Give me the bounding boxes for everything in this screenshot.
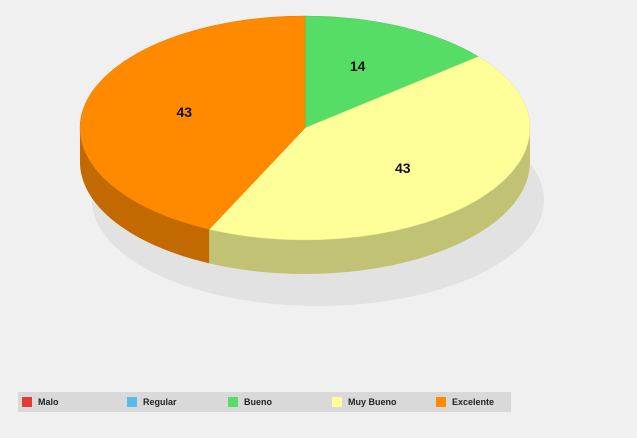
- legend-swatch: [436, 397, 446, 407]
- legend-label: Bueno: [244, 397, 273, 407]
- pie-side: [80, 128, 210, 264]
- data-label: 14: [350, 58, 366, 74]
- legend-box: [18, 392, 511, 412]
- legend-swatch: [22, 397, 32, 407]
- pie-slice: [79, 15, 306, 230]
- legend-swatch: [332, 397, 342, 407]
- legend-label: Excelente: [452, 397, 494, 407]
- legend-swatch: [127, 397, 137, 407]
- legend-label: Muy Bueno: [348, 397, 397, 407]
- data-label: 43: [176, 104, 192, 120]
- legend-label: Regular: [143, 397, 177, 407]
- data-label: 43: [395, 160, 411, 176]
- pie-slice: [208, 56, 531, 241]
- pie-slice: [304, 15, 479, 129]
- legend-label: Malo: [38, 397, 59, 407]
- pie-side: [209, 128, 531, 275]
- legend-swatch: [228, 397, 238, 407]
